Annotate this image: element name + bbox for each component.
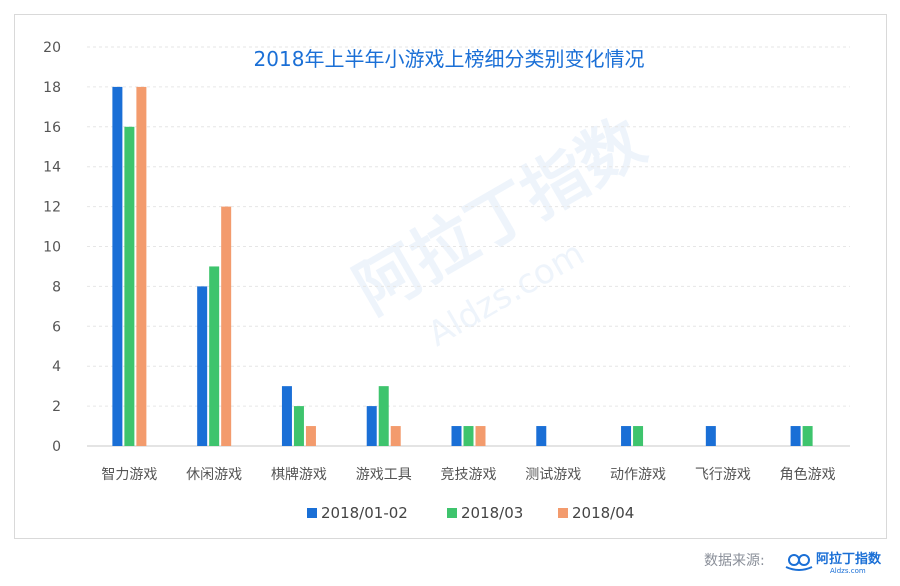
bar [536, 426, 547, 446]
bar [463, 426, 474, 446]
data-source-label: 数据来源: [704, 553, 765, 569]
x-axis: 智力游戏 休闲游戏 棋牌游戏 游戏工具 竞技游戏 测试游戏 动作游戏 飞行游戏 角色游戏 [101, 466, 835, 483]
bar [705, 426, 716, 446]
x-tick-label: 休闲游戏 [186, 467, 242, 483]
bar [633, 426, 644, 446]
bar [293, 406, 304, 446]
logo-text: 阿拉丁指数 [816, 551, 882, 567]
y-tick-label: 16 [43, 120, 61, 136]
y-tick-label: 20 [43, 40, 61, 56]
y-tick-label: 10 [43, 240, 61, 256]
x-tick-label: 角色游戏 [780, 466, 836, 483]
bar [209, 266, 220, 446]
legend: 2018/01-02 2018/03 2018/04 [307, 504, 634, 522]
y-tick-label: 12 [43, 200, 61, 216]
x-tick-label: 智力游戏 [101, 467, 157, 483]
bar [197, 286, 208, 446]
y-tick-label: 0 [52, 439, 61, 455]
bar [621, 426, 632, 446]
y-tick-label: 18 [43, 80, 61, 96]
y-tick-label: 4 [52, 359, 61, 375]
bar [112, 86, 123, 447]
x-tick-label: 飞行游戏 [695, 467, 751, 483]
bar [790, 426, 801, 446]
legend-swatch [558, 508, 568, 518]
logo-mark-icon [785, 554, 813, 571]
y-tick-label: 2 [52, 399, 61, 415]
bar [281, 386, 292, 446]
y-tick-label: 14 [43, 160, 61, 176]
y-axis: 0 2 4 6 8 10 12 14 16 18 20 [43, 40, 61, 455]
bar [221, 206, 232, 446]
legend-swatch [307, 508, 317, 518]
bar [136, 86, 147, 447]
legend-label: 2018/04 [572, 504, 634, 522]
bar [390, 426, 401, 446]
legend-label: 2018/03 [461, 504, 523, 522]
bar [475, 426, 486, 446]
x-tick-label: 棋牌游戏 [271, 466, 327, 483]
logo-subtext: Aldzs.com [830, 567, 866, 575]
chart-frame [14, 14, 887, 539]
y-tick-label: 8 [52, 279, 61, 295]
bar [305, 426, 316, 446]
y-tick-label: 6 [52, 319, 61, 335]
x-tick-label: 测试游戏 [525, 467, 581, 483]
x-tick-label: 竞技游戏 [441, 466, 497, 483]
bar [378, 386, 389, 446]
bar [124, 126, 135, 447]
x-tick-label: 游戏工具 [356, 467, 412, 483]
legend-swatch [447, 508, 457, 518]
x-tick-label: 动作游戏 [610, 467, 666, 483]
watermark: 阿拉丁指数 Aldzs.com [343, 105, 657, 355]
source-logo: 阿拉丁指数 Aldzs.com [785, 551, 882, 575]
bar [451, 426, 462, 446]
bar [802, 426, 813, 446]
bars [112, 86, 813, 447]
bar [366, 406, 377, 446]
legend-label: 2018/01-02 [321, 504, 408, 522]
chart-title: 2018年上半年小游戏上榜细分类别变化情况 [254, 47, 645, 71]
